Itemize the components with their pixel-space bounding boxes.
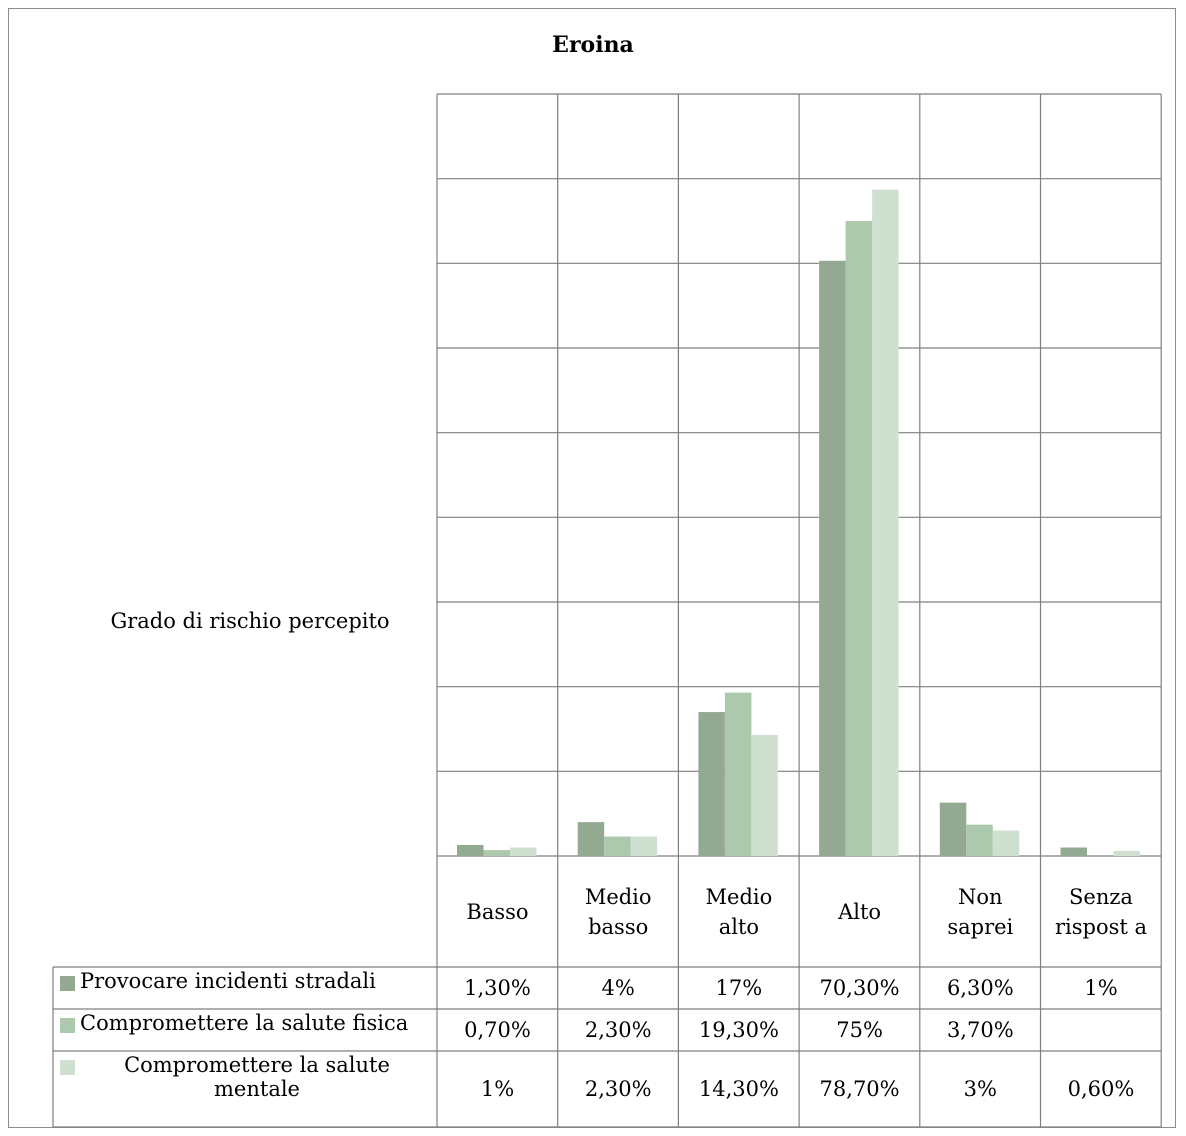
data-label: 78,70% <box>819 1077 900 1101</box>
category-label: Medio basso <box>584 884 652 939</box>
data-label: 3,70% <box>946 1018 1014 1042</box>
legend-label: Provocare incidenti stradali <box>80 969 376 993</box>
legend-label: Compromettere la salute mentale <box>124 1053 390 1101</box>
data-label: 3% <box>963 1077 997 1101</box>
data-label: 17% <box>715 976 763 1000</box>
data-label: 2,30% <box>584 1018 652 1042</box>
data-label <box>1041 1009 1162 1051</box>
data-label: 1,30% <box>464 976 531 1000</box>
data-label: 0,60% <box>1067 1077 1135 1101</box>
legend-swatch <box>60 1060 75 1075</box>
legend-swatch <box>60 976 75 991</box>
legend-label: Compromettere la salute fisica <box>80 1011 409 1035</box>
category-label: Basso <box>466 899 529 924</box>
bar <box>845 221 873 856</box>
data-label: 2,30% <box>584 1077 652 1101</box>
bar <box>577 822 605 856</box>
legend-entry: Compromettere la salute mentale <box>60 1053 434 1127</box>
bar <box>483 850 510 856</box>
y-axis-label: Grado di rischio percepito <box>110 609 390 633</box>
category-label: Non saprei <box>947 884 1014 939</box>
bar <box>698 712 725 856</box>
data-label: 75% <box>836 1018 883 1042</box>
bar <box>457 844 484 856</box>
bar <box>1113 850 1140 856</box>
legend-entry: Compromettere la salute fisica <box>60 1011 434 1051</box>
data-label: 14,30% <box>698 1077 779 1101</box>
data-label: 1% <box>1084 976 1118 1000</box>
chart-title: Eroina <box>552 32 634 58</box>
category-label: Alto <box>838 899 882 924</box>
data-label: 0,70% <box>464 1018 531 1042</box>
bar <box>604 836 631 856</box>
bar <box>751 734 778 856</box>
bar <box>724 692 752 856</box>
bar <box>1060 847 1087 856</box>
data-label: 6,30% <box>946 976 1014 1000</box>
bar <box>966 824 993 856</box>
bar <box>819 260 846 856</box>
bar <box>872 189 899 856</box>
category-label: Medio alto <box>705 884 773 939</box>
data-label: 1% <box>480 1077 515 1101</box>
legend-swatch <box>60 1018 75 1033</box>
bar <box>939 802 967 856</box>
bar <box>992 830 1020 856</box>
data-label: 19,30% <box>698 1018 779 1042</box>
bar <box>510 847 537 856</box>
legend-entry: Provocare incidenti stradali <box>60 969 434 1009</box>
category-label: Senza rispost a <box>1054 884 1148 939</box>
bar <box>630 836 658 856</box>
data-label: 70,30% <box>819 976 900 1000</box>
data-label: 4% <box>601 976 635 1000</box>
